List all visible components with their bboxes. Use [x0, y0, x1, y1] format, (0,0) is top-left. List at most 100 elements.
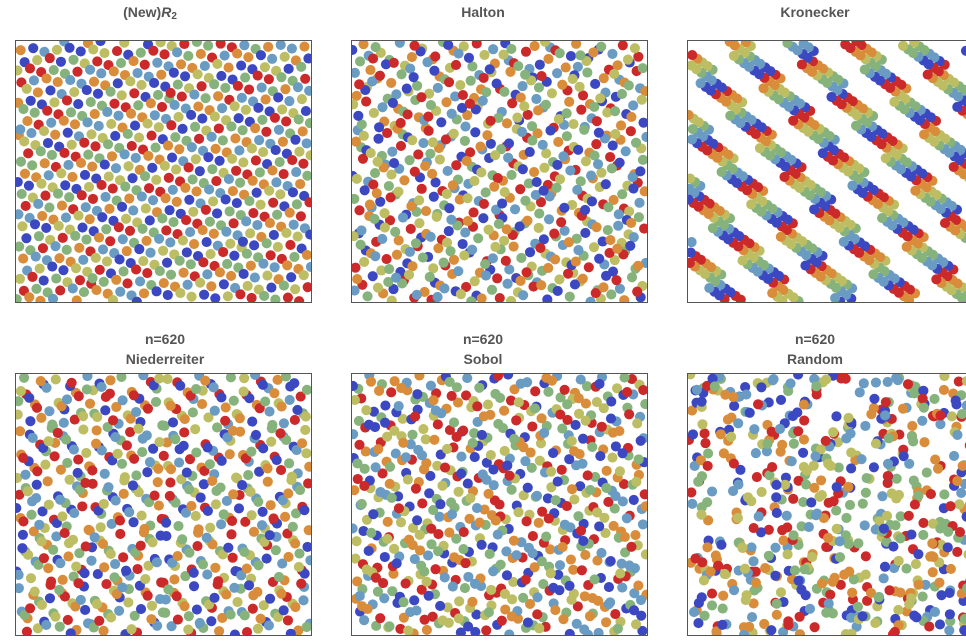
scatter-point — [80, 202, 91, 213]
scatter-point — [80, 604, 91, 616]
scatter-point — [498, 49, 509, 60]
scatter-point — [763, 550, 774, 561]
scatter-point — [622, 54, 634, 65]
scatter-point — [143, 150, 154, 161]
scatter-point — [854, 387, 865, 398]
scatter-point — [286, 272, 297, 283]
scatter-point — [118, 552, 129, 563]
scatter-point — [266, 282, 277, 293]
scatter-point — [879, 561, 891, 572]
scatter-point — [31, 283, 42, 294]
scatter-point — [859, 520, 870, 531]
halton-title: Halton — [461, 4, 505, 20]
scatter-point — [593, 627, 604, 635]
scatter-point — [16, 156, 27, 167]
scatter-point — [458, 425, 469, 436]
scatter-point — [261, 238, 272, 249]
scatter-point — [534, 59, 545, 70]
scatter-point — [727, 486, 739, 497]
scatter-point — [573, 144, 584, 155]
scatter-point — [425, 231, 436, 242]
scatter-point — [184, 194, 195, 205]
scatter-point — [110, 431, 121, 443]
scatter-point — [36, 178, 47, 189]
scatter-point — [49, 451, 60, 462]
scatter-point — [401, 83, 412, 94]
scatter-point — [119, 149, 130, 160]
scatter-point — [583, 262, 594, 273]
scatter-point — [856, 454, 867, 465]
scatter-point — [577, 433, 589, 444]
scatter-point — [446, 214, 457, 225]
scatter-point — [50, 241, 61, 252]
scatter-point — [453, 613, 464, 624]
scatter-point — [591, 222, 602, 233]
scatter-point — [814, 491, 825, 502]
scatter-point — [576, 104, 587, 115]
scatter-point — [223, 542, 234, 553]
scatter-point — [31, 402, 43, 413]
scatter-point — [268, 513, 279, 524]
scatter-point — [626, 541, 637, 552]
scatter-point — [961, 400, 966, 411]
scatter-point — [175, 380, 186, 391]
scatter-point — [56, 168, 67, 179]
scatter-point — [197, 113, 208, 124]
scatter-point — [134, 580, 145, 591]
scatter-point — [122, 128, 133, 139]
scatter-point — [640, 549, 647, 560]
scatter-point — [444, 425, 456, 436]
scatter-point — [546, 466, 557, 477]
scatter-point — [929, 393, 940, 404]
scatter-point — [688, 134, 698, 145]
scatter-point — [358, 130, 369, 141]
scatter-point — [457, 90, 468, 101]
scatter-point — [281, 116, 292, 127]
scatter-point — [245, 260, 256, 271]
scatter-point — [702, 380, 713, 391]
scatter-point — [580, 415, 591, 426]
scatter-point — [58, 417, 69, 428]
scatter-point — [59, 528, 70, 539]
scatter-point — [938, 384, 949, 395]
scatter-point — [92, 56, 103, 67]
scatter-point — [728, 458, 739, 469]
scatter-point — [21, 83, 32, 94]
scatter-point — [556, 217, 567, 228]
scatter-point — [210, 293, 221, 302]
scatter-point — [859, 64, 870, 75]
scatter-point — [214, 267, 225, 278]
scatter-point — [614, 283, 625, 294]
scatter-point — [458, 544, 469, 555]
scatter-point — [626, 272, 638, 283]
r2-scatter — [16, 41, 311, 302]
scatter-point — [693, 617, 704, 629]
scatter-point — [79, 568, 90, 579]
scatter-point — [481, 625, 492, 635]
scatter-point — [729, 400, 740, 412]
scatter-point — [750, 448, 761, 459]
scatter-point — [23, 148, 34, 159]
scatter-point — [577, 273, 588, 284]
scatter-point — [782, 41, 793, 49]
scatter-point — [391, 89, 402, 100]
scatter-point — [375, 613, 386, 624]
scatter-point — [105, 86, 116, 97]
scatter-point — [285, 628, 296, 635]
scatter-point — [486, 284, 498, 295]
scatter-point — [435, 499, 446, 510]
scatter-point — [845, 428, 856, 439]
scatter-point — [63, 551, 74, 562]
scatter-point — [379, 593, 390, 604]
scatter-point — [628, 605, 640, 616]
scatter-point — [533, 517, 544, 528]
scatter-point — [433, 529, 444, 540]
scatter-point — [469, 578, 481, 589]
scatter-point — [609, 106, 621, 117]
scatter-point — [553, 136, 564, 148]
scatter-point — [558, 151, 569, 162]
scatter-point — [572, 61, 583, 72]
scatter-point — [504, 470, 515, 481]
scatter-point — [60, 180, 71, 191]
scatter-point — [265, 500, 276, 511]
